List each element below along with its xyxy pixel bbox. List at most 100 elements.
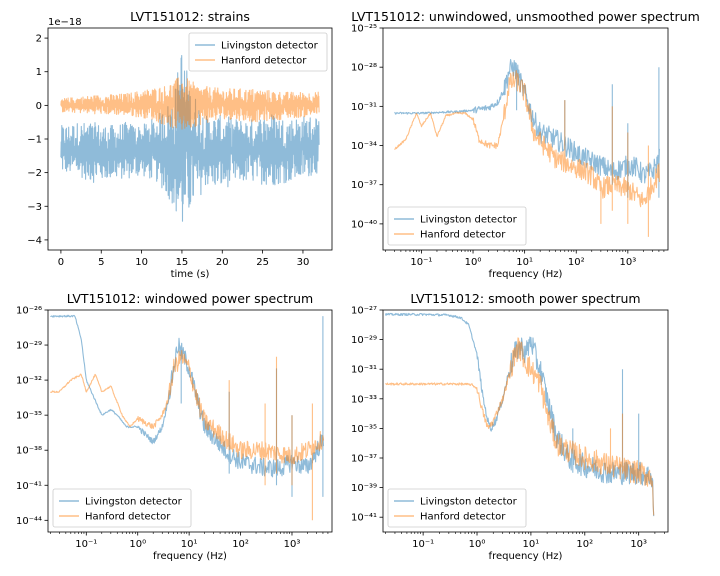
y-tick-label: 10⁻³³	[351, 394, 377, 405]
chart-3: LVT151012: windowed power spectrum freque…	[16, 291, 333, 562]
y-tick-label: 10⁻³⁷	[351, 180, 377, 191]
y-tick-label: 1	[36, 67, 42, 78]
y-tick-label: 0	[36, 101, 42, 112]
x-tick-label: 10³	[630, 539, 647, 550]
series-line	[60, 55, 320, 222]
x-axis-label: frequency (Hz)	[489, 269, 563, 280]
y-tick-label: 10⁻⁴⁴	[16, 516, 42, 527]
y-tick-label: 10⁻²⁸	[351, 63, 377, 74]
y-tick-label: 10⁻²⁹	[351, 335, 377, 346]
series-hanford	[50, 350, 325, 521]
legend: Livingston detector Hanford detector	[188, 32, 328, 72]
x-tick-label: 5	[98, 257, 104, 268]
chart-title: LVT151012: windowed power spectrum	[67, 291, 313, 306]
x-tick-label: 10	[135, 257, 148, 268]
series-livingston	[60, 55, 320, 222]
plot-area	[384, 312, 655, 517]
x-tick-label: 10⁻¹	[75, 539, 97, 550]
legend-box	[387, 206, 527, 246]
y-tick-label: 2	[36, 34, 42, 45]
y-tick-label: 10⁻³⁵	[351, 424, 377, 435]
legend-box	[188, 32, 328, 72]
x-tick-label: 10⁻¹	[410, 257, 432, 268]
y-tick-label: 10⁻³⁵	[16, 411, 42, 422]
legend-label: Livingston detector	[420, 215, 518, 226]
series-line	[394, 69, 660, 237]
series-line	[394, 59, 660, 198]
x-tick-label: 10²	[568, 257, 585, 268]
series-line	[50, 314, 325, 497]
x-tick-label: 0	[58, 257, 64, 268]
chart-title: LVT151012: smooth power spectrum	[410, 291, 640, 306]
x-tick-label: 10²	[232, 539, 249, 550]
legend-label: Livingston detector	[420, 497, 518, 508]
y-tick-label: 10⁻³¹	[351, 365, 377, 376]
x-axis-label: frequency (Hz)	[489, 551, 563, 562]
chart-title: LVT151012: strains	[130, 9, 250, 24]
legend-box	[52, 488, 192, 528]
chart-4: LVT151012: smooth power spectrum frequenc…	[351, 291, 669, 562]
y-tick-label: −2	[27, 168, 42, 179]
y-tick-label: 10⁻²⁷	[351, 306, 377, 317]
legend-box	[387, 488, 527, 528]
legend-label: Hanford detector	[221, 56, 307, 67]
legend-label: Hanford detector	[420, 512, 506, 523]
series-livingston	[50, 314, 325, 497]
legend: Livingston detector Hanford detector	[52, 488, 192, 528]
chart-title: LVT151012: unwindowed, unsmoothed power …	[351, 9, 700, 24]
axes-frame	[382, 27, 669, 251]
series-hanford	[385, 337, 655, 516]
x-tick-label: 10¹	[181, 539, 198, 550]
x-tick-label: 10⁰	[469, 539, 486, 550]
x-tick-label: 15	[176, 257, 189, 268]
x-tick-label: 10²	[576, 539, 593, 550]
axes-frame	[47, 309, 333, 533]
x-tick-label: 10⁰	[465, 257, 482, 268]
series-line	[50, 350, 325, 521]
y-tick-label: 10⁻³⁴	[351, 141, 377, 152]
y-tick-label: 10⁻²⁵	[351, 24, 377, 35]
series-livingston	[394, 59, 660, 198]
plot-area	[50, 314, 325, 521]
y-tick-label: 10⁻³¹	[351, 102, 377, 113]
y-tick-label: 10⁻³²	[16, 376, 42, 387]
x-tick-label: 10⁻¹	[412, 539, 434, 550]
x-tick-label: 10³	[284, 539, 301, 550]
series-line	[60, 77, 320, 130]
y-tick-label: −1	[27, 135, 42, 146]
x-axis-label: frequency (Hz)	[153, 551, 227, 562]
x-tick-label: 10⁰	[129, 539, 146, 550]
x-axis-label: time (s)	[171, 269, 210, 280]
legend-label: Hanford detector	[85, 512, 171, 523]
series-line	[385, 337, 655, 516]
legend: Livingston detector Hanford detector	[387, 206, 527, 246]
legend: Livingston detector Hanford detector	[387, 488, 527, 528]
y-tick-label: −3	[27, 202, 42, 213]
plot-area	[60, 55, 320, 222]
y-tick-label: 10⁻³⁸	[16, 446, 42, 457]
y-tick-label: 10⁻⁴¹	[16, 481, 42, 492]
chart-2: LVT151012: unwindowed, unsmoothed power …	[351, 9, 700, 280]
x-tick-label: 10¹	[516, 257, 533, 268]
y-tick-label: 10⁻³⁷	[351, 454, 377, 465]
y-tick-label: 10⁻²⁶	[16, 306, 42, 317]
y-tick-label: 10⁻⁴¹	[351, 513, 377, 524]
x-tick-label: 20	[216, 257, 229, 268]
y-tick-label: −4	[27, 235, 42, 246]
y-tick-label: 10⁻⁴⁰	[351, 219, 377, 230]
y-offset-label: 1e−18	[48, 17, 82, 28]
series-hanford	[60, 77, 320, 130]
y-tick-label: 10⁻²⁹	[16, 341, 42, 352]
y-tick-label: 10⁻³⁹	[351, 483, 377, 494]
x-tick-label: 10¹	[523, 539, 540, 550]
legend-label: Hanford detector	[420, 230, 506, 241]
legend-label: Livingston detector	[221, 41, 319, 52]
series-hanford	[394, 69, 660, 237]
x-tick-label: 10³	[619, 257, 636, 268]
x-tick-label: 25	[256, 257, 269, 268]
legend-label: Livingston detector	[85, 497, 183, 508]
plot-area	[394, 59, 660, 237]
x-tick-label: 30	[297, 257, 310, 268]
